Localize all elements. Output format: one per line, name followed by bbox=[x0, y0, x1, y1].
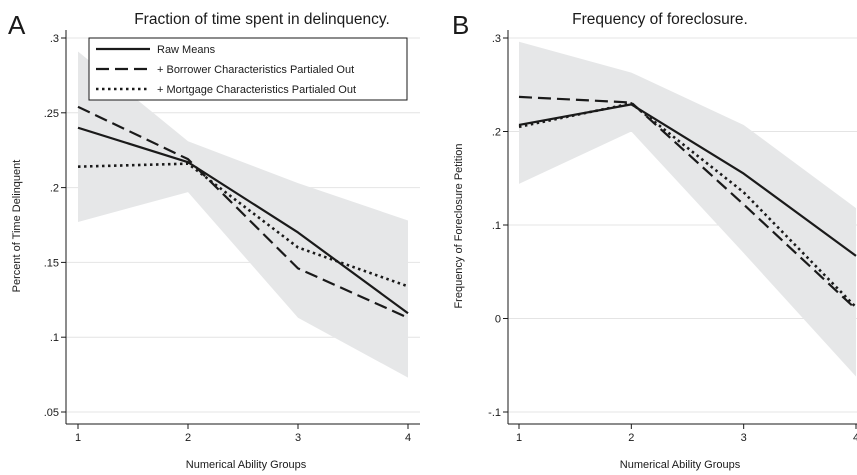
panel-a-x-axis-label: Numerical Ability Groups bbox=[186, 459, 307, 471]
panel-b-y-tick-label-0: -.1 bbox=[488, 407, 501, 419]
panel-a-series bbox=[77, 105, 409, 319]
legend: Raw Means + Borrower Characteristics Par… bbox=[88, 37, 408, 101]
panel-b-y-tick-label-1: 0 bbox=[495, 314, 501, 326]
panel-a-y-tick-label-5: .3 bbox=[50, 33, 59, 45]
panel-b-y-tick-label-4: .3 bbox=[492, 33, 501, 45]
panel-a-x-tick-label-2: 3 bbox=[295, 432, 301, 444]
panel-a-y-tick-label-3: .2 bbox=[50, 183, 59, 195]
panel-b: B Frequency of foreclosure. -.1 0 .1 .2 .3 1 2… bbox=[452, 10, 857, 471]
panel-a-y-tick-label-4: .25 bbox=[44, 108, 59, 120]
panel-a-x-tick-label-1: 2 bbox=[185, 432, 191, 444]
panel-b-ticks: -.1 0 .1 .2 .3 1 2 3 4 bbox=[488, 33, 857, 444]
panel-a-x-tick-label-0: 1 bbox=[75, 432, 81, 444]
panel-b-x-tick-label-3: 4 bbox=[853, 432, 857, 444]
panel-a-series-dashed bbox=[77, 105, 409, 319]
panel-b-title: Frequency of foreclosure. bbox=[572, 11, 748, 28]
panel-a-y-tick-label-0: .05 bbox=[44, 407, 59, 419]
panel-a-y-tick-label-1: .1 bbox=[50, 332, 59, 344]
panel-a-y-tick-label-2: .15 bbox=[44, 257, 59, 269]
panel-b-confidence-band bbox=[519, 41, 856, 377]
panel-b-x-tick-label-2: 3 bbox=[741, 432, 747, 444]
panel-b-letter: B bbox=[452, 10, 469, 40]
legend-label-mortgage: + Mortgage Characteristics Partialed Out bbox=[157, 84, 356, 96]
legend-label-raw-means: Raw Means bbox=[157, 44, 216, 56]
panel-b-x-tick-label-0: 1 bbox=[516, 432, 522, 444]
panel-b-series-dotted bbox=[518, 102, 857, 309]
panel-a: A Fraction of time spent in delinquency.… bbox=[8, 10, 420, 471]
panel-b-axes bbox=[507, 30, 857, 425]
panel-a-y-axis-label: Percent of Time Delinquent bbox=[11, 160, 23, 293]
panel-b-band-area bbox=[519, 41, 856, 377]
panel-a-ticks: .05 .1 .15 .2 .25 .3 1 2 3 4 bbox=[44, 33, 411, 444]
legend-label-borrower: + Borrower Characteristics Partialed Out bbox=[157, 64, 354, 76]
panel-b-y-tick-label-3: .2 bbox=[492, 127, 501, 139]
panel-a-series-dotted bbox=[77, 162, 409, 288]
panel-b-x-tick-label-1: 2 bbox=[628, 432, 634, 444]
panel-b-series-solid bbox=[518, 103, 857, 257]
panel-a-title: Fraction of time spent in delinquency. bbox=[134, 11, 390, 28]
panel-a-series-solid bbox=[77, 126, 409, 315]
panel-a-letter: A bbox=[8, 10, 26, 40]
panel-b-y-tick-label-2: .1 bbox=[492, 220, 501, 232]
panel-a-axes bbox=[65, 30, 420, 425]
panel-a-x-tick-label-3: 4 bbox=[405, 432, 411, 444]
panel-b-x-axis-label: Numerical Ability Groups bbox=[620, 459, 741, 471]
panel-b-y-axis-label: Frequency of Foreclosure Petition bbox=[453, 143, 465, 308]
panel-b-series bbox=[518, 95, 857, 310]
